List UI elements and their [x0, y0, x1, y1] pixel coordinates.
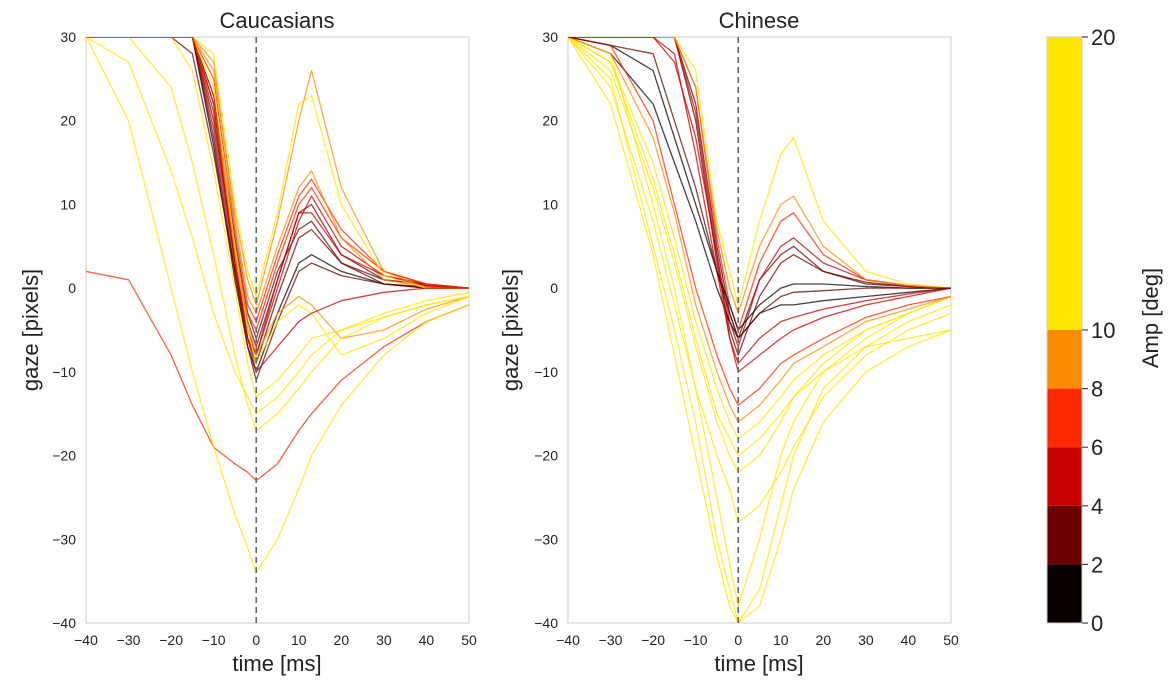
- panel-caucasians: −40 −30 −20 −10 0 10 20 30 40 50 30 20 10 0 −10 −20 −30…: [18, 8, 477, 676]
- y-tick-label: 10: [60, 196, 76, 212]
- plot-area: [85, 36, 470, 624]
- y-tick-label: −40: [52, 615, 76, 631]
- y-tick-labels: 30 20 10 0 −10 −20 −30 −40: [534, 29, 558, 631]
- series-line-12: [86, 37, 469, 365]
- series-line-17: [86, 37, 469, 415]
- y-tick-label: −10: [52, 364, 76, 380]
- x-tick-label: −20: [641, 632, 665, 648]
- series-line-2: [568, 37, 951, 348]
- colorbar-tick-label: 4: [1091, 494, 1103, 519]
- y-tick-label: 20: [542, 113, 558, 129]
- series-line-15: [568, 37, 951, 623]
- series-line-18: [568, 37, 951, 457]
- x-tick-label: 40: [419, 632, 435, 648]
- y-tick-label: −20: [52, 448, 76, 464]
- x-tick-label: 30: [858, 632, 874, 648]
- x-tick-label: 50: [461, 632, 477, 648]
- plot-area: [567, 36, 952, 624]
- series-line-17: [568, 37, 951, 365]
- x-tick-labels: −40 −30 −20 −10 0 10 20 30 40 50: [74, 632, 477, 648]
- panel-chinese: −40 −30 −20 −10 0 10 20 30 40 50 30 20 10 0 −10 −20 −30…: [498, 8, 959, 676]
- x-tick-label: 40: [901, 632, 917, 648]
- y-tick-label: 20: [60, 113, 76, 129]
- series-line-6: [568, 37, 951, 306]
- y-axis-label: gaze [pixels]: [18, 269, 43, 391]
- x-tick-label: −10: [202, 632, 226, 648]
- series-line-10: [86, 37, 469, 306]
- series-line-9: [568, 37, 951, 623]
- x-tick-label: 20: [334, 632, 350, 648]
- colorbar-tick-label: 6: [1091, 435, 1103, 460]
- y-tick-label: 30: [542, 29, 558, 45]
- series-line-8: [568, 37, 951, 607]
- y-tick-label: 0: [68, 280, 76, 296]
- series-line-14: [568, 37, 951, 406]
- series-line-6: [86, 37, 469, 314]
- colorbar-tick-label: 0: [1091, 611, 1103, 636]
- series-lines: [86, 37, 469, 574]
- colorbar-tick-label: 20: [1091, 25, 1115, 50]
- colorbar-label: Amp [deg]: [1138, 268, 1163, 368]
- x-tick-label: −10: [684, 632, 708, 648]
- x-axis-label: time [ms]: [232, 651, 321, 676]
- colorbar-band: [1047, 505, 1082, 565]
- y-tick-label: −10: [534, 364, 558, 380]
- x-tick-label: −20: [159, 632, 183, 648]
- colorbar-band: [1047, 388, 1082, 448]
- colorbar-ticks: 0 2 4 6 8 10 20: [1082, 25, 1115, 636]
- series-line-1: [568, 37, 951, 356]
- colorbar-band: [1047, 330, 1082, 389]
- y-tick-label: −20: [534, 448, 558, 464]
- series-line-1: [86, 37, 469, 348]
- y-axis-label: gaze [pixels]: [498, 269, 523, 391]
- colorbar-band: [1047, 447, 1082, 506]
- x-tick-label: 0: [252, 632, 260, 648]
- x-tick-label: −30: [599, 632, 623, 648]
- colorbar-band: [1047, 564, 1082, 623]
- y-tick-label: −30: [52, 531, 76, 547]
- series-line-7: [568, 37, 951, 314]
- x-tick-labels: −40 −30 −20 −10 0 10 20 30 40 50: [556, 632, 959, 648]
- y-tick-label: 10: [542, 196, 558, 212]
- y-tick-label: −30: [534, 531, 558, 547]
- colorbar-tick-label: 10: [1091, 318, 1115, 343]
- x-tick-label: 0: [734, 632, 742, 648]
- colorbar-tick-label: 8: [1091, 377, 1103, 402]
- panel-title: Chinese: [719, 8, 800, 33]
- x-tick-label: 50: [943, 632, 959, 648]
- x-tick-label: −40: [556, 632, 580, 648]
- series-line-13: [86, 37, 469, 356]
- colorbar-band: [1047, 37, 1082, 330]
- y-tick-label: 30: [60, 29, 76, 45]
- x-tick-label: −40: [74, 632, 98, 648]
- x-tick-label: 10: [773, 632, 789, 648]
- series-line-11: [86, 37, 469, 298]
- panel-title: Caucasians: [220, 8, 335, 33]
- y-tick-labels: 30 20 10 0 −10 −20 −30 −40: [52, 29, 76, 631]
- colorbar-tick-label: 2: [1091, 552, 1103, 577]
- x-tick-label: 10: [291, 632, 307, 648]
- x-tick-label: −30: [117, 632, 141, 648]
- x-axis-label: time [ms]: [714, 651, 803, 676]
- x-tick-label: 20: [816, 632, 832, 648]
- y-tick-label: 0: [550, 280, 558, 296]
- y-tick-label: −40: [534, 615, 558, 631]
- colorbar-bands: [1047, 37, 1082, 623]
- x-tick-label: 30: [376, 632, 392, 648]
- colorbar: 0 2 4 6 8 10 20 Amp [deg]: [1046, 25, 1163, 636]
